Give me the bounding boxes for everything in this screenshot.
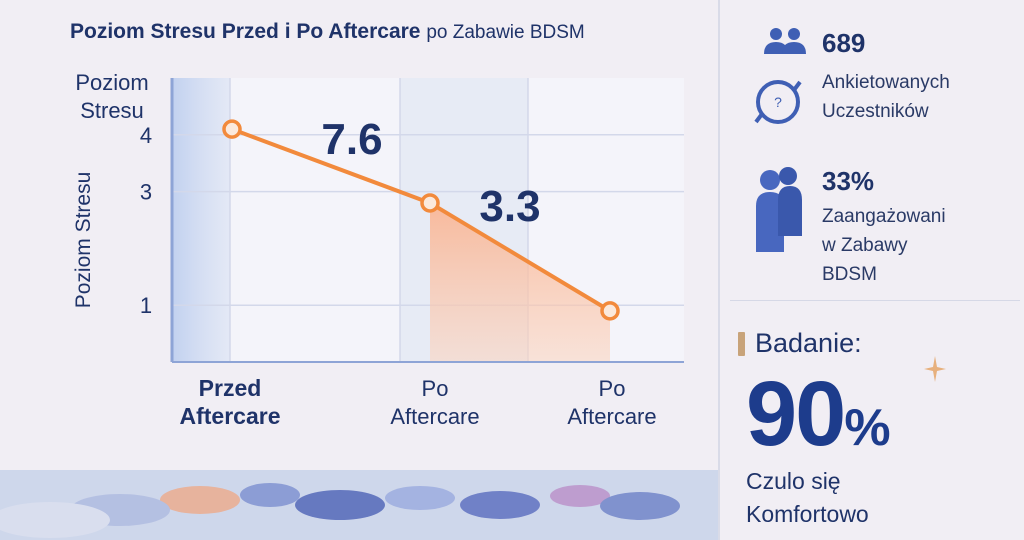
chart-title: Poziom Stresu Przed i Po Aftercare po Za… <box>70 20 585 44</box>
value-label-0: 7.6 <box>321 115 382 164</box>
y-tick-labels: 4 3 1 <box>140 123 152 318</box>
y-tick-label-2: 1 <box>140 293 152 318</box>
stat-participants-value: 689 <box>822 28 866 58</box>
value-label-1: 3.3 <box>479 182 540 231</box>
sparkle-icon <box>924 356 946 382</box>
x-category-label-0-line1: Aftercare <box>180 403 281 429</box>
area-layer <box>430 202 610 362</box>
survey-value: 90 <box>746 363 846 465</box>
survey-label: Badanie: <box>738 328 862 359</box>
survey-percentage: 90% <box>746 362 891 467</box>
area-fill <box>430 202 610 362</box>
data-point-0 <box>222 119 242 139</box>
stat-engaged-line3: BDSM <box>822 264 877 285</box>
survey-caption-line1: Czulo się <box>746 468 841 494</box>
survey-cycle-icon: ? <box>754 80 802 124</box>
y-tick-label-1: 3 <box>140 180 152 205</box>
plot-band-left <box>172 78 230 362</box>
panel-separator <box>730 300 1020 301</box>
stat-participants-line1: Ankietowanych <box>822 72 950 93</box>
stat-engaged-line2: w Zabawy <box>822 235 908 256</box>
data-point-2 <box>600 301 620 321</box>
y-axis-label-top-line2: Stresu <box>80 98 144 123</box>
people-icon <box>764 28 806 54</box>
chart-title-main: Poziom Stresu Przed i Po Aftercare <box>70 20 421 43</box>
y-tick-label-0: 4 <box>140 123 152 148</box>
stat-engaged-line1: Zaangażowani <box>822 206 946 227</box>
svg-text:?: ? <box>774 94 782 110</box>
couple-icon <box>756 167 802 252</box>
chart-title-sub: po Zabawie BDSM <box>426 22 585 43</box>
survey-caption: Czulo się Komfortowo <box>746 465 869 531</box>
y-axis-label-rotated: Poziom Stresu <box>72 172 95 309</box>
panel-divider <box>718 0 720 540</box>
x-category-label-1: Po Aftercare <box>390 376 479 429</box>
stat-engaged-label: Zaangażowani w Zabawy BDSM <box>822 202 946 289</box>
marker-layer <box>222 119 620 321</box>
stat-participants-label: Ankietowanych Uczestników <box>822 68 950 126</box>
x-category-label-2-line1: Aftercare <box>567 404 656 429</box>
survey-accent-bar <box>738 331 745 356</box>
x-category-label-2-line0: Po <box>599 376 626 401</box>
stat-participants-line2: Uczestników <box>822 101 929 122</box>
survey-unit: % <box>844 399 891 457</box>
data-point-1 <box>420 193 440 213</box>
x-category-label-1-line1: Aftercare <box>390 404 479 429</box>
survey-caption-line2: Komfortowo <box>746 501 869 527</box>
survey-label-text: Badanie: <box>755 328 862 358</box>
stat-engaged-value: 33% <box>822 166 875 196</box>
x-category-label-0-line0: Przed <box>199 375 262 401</box>
value-labels: 7.6 3.3 <box>321 115 540 231</box>
x-category-label-0: Przed Aftercare <box>180 375 281 429</box>
x-category-label-2: Po Aftercare <box>567 376 656 429</box>
decorative-crowd <box>0 470 720 540</box>
x-category-label-1-line0: Po <box>422 376 449 401</box>
y-axis-label-top-line1: Poziom <box>75 70 148 95</box>
